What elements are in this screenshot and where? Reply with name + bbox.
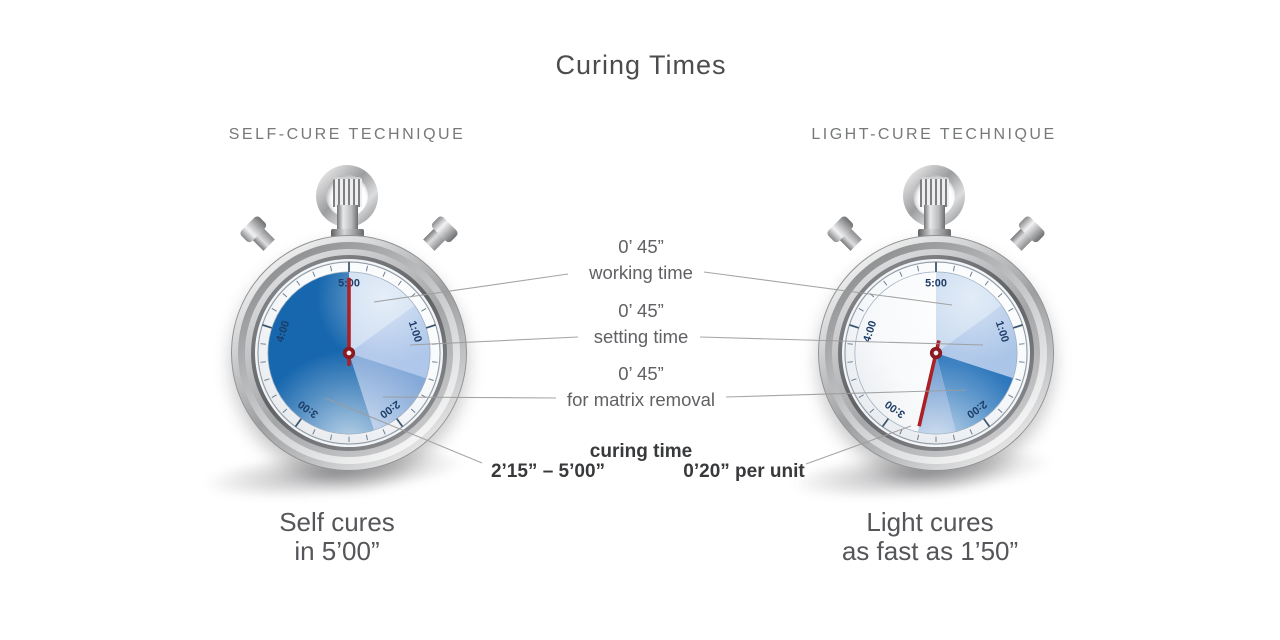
- page-title: Curing Times: [555, 50, 727, 80]
- dial-tick: [260, 361, 266, 363]
- dial-tick: [421, 308, 427, 312]
- dial-tick: [851, 378, 857, 381]
- stopwatch-right-button: [1002, 213, 1047, 258]
- caption-light-cure: Light cures as fast as 1’50”: [841, 507, 1019, 566]
- dial-light-cure: 5:001:002:003:004:00: [843, 260, 1029, 446]
- dial-tick: [881, 418, 890, 428]
- note-working-time: 0’ 45” working time: [589, 234, 693, 286]
- stopwatch-face: 5:001:002:003:004:00: [255, 259, 443, 447]
- dial-tick: [432, 361, 438, 363]
- dial-tick: [982, 418, 991, 428]
- dial-tick: [432, 343, 438, 345]
- dial-tick: [428, 378, 434, 381]
- dial-tick: [1012, 324, 1023, 329]
- dial-tick: [260, 343, 266, 345]
- note-value: 0’ 45”: [618, 236, 664, 257]
- note-label: for matrix removal: [566, 389, 716, 410]
- dial-tick: [952, 434, 955, 441]
- dial-tick: [282, 408, 288, 413]
- stopwatch-light-cure: 5:00 1:00 2:00 3:00 4:00: [782, 165, 1066, 509]
- note-label: setting time: [593, 326, 689, 347]
- dial-tick: [294, 418, 303, 428]
- dial-tick: [952, 265, 955, 272]
- stopwatch-right-button: [415, 213, 460, 258]
- stopwatch-body: 5:001:002:003:004:00: [231, 235, 467, 471]
- dial-tick: [869, 408, 875, 413]
- dial-tick: [997, 408, 1003, 413]
- stopwatch-self-cure: 5:001:002:003:004:00: [195, 165, 479, 509]
- dial-label: 5:00: [925, 278, 947, 290]
- note-label: working time: [589, 262, 693, 283]
- dial-tick: [282, 293, 288, 298]
- dial-tick: [858, 308, 864, 312]
- dial-hand: [917, 340, 943, 427]
- dial-tick: [1019, 343, 1025, 345]
- dial-tick: [984, 280, 989, 286]
- dial-tick: [997, 293, 1003, 298]
- dial-tick: [264, 378, 270, 381]
- stopwatch-stem: [924, 205, 945, 231]
- stopwatch-stem: [337, 205, 358, 231]
- dial-tick: [1008, 308, 1014, 312]
- note-value: 0’ 45”: [618, 300, 664, 321]
- note-matrix-removal: 0’ 45” for matrix removal: [567, 361, 715, 413]
- stopwatch-collar: [331, 229, 364, 237]
- dial-tick: [271, 308, 277, 312]
- stopwatch-left-button: [824, 213, 869, 258]
- stopwatch-left-button: [237, 213, 282, 258]
- note-value: 0’ 45”: [618, 363, 664, 384]
- dial-tick: [296, 280, 301, 286]
- dial-tick: [262, 324, 273, 329]
- dial-tick: [969, 429, 973, 435]
- dial-tick: [847, 361, 853, 363]
- dial-tick: [365, 265, 368, 272]
- light-cure-header: LIGHT-CURE TECHNIQUE: [811, 126, 1057, 143]
- curing-value-light: 0’20” per unit: [683, 461, 805, 482]
- curing-time-label: curing time: [589, 441, 693, 462]
- dial-self-cure: 5:001:002:003:004:00: [256, 260, 442, 446]
- dial-tick: [969, 271, 973, 277]
- dial-tick: [312, 271, 316, 277]
- stopwatch-crown: [920, 177, 949, 207]
- dial-tick: [849, 324, 860, 329]
- dial-tick: [1008, 394, 1014, 398]
- dial-tick: [917, 434, 920, 441]
- caption-self-cure: Self cures in 5’00”: [279, 507, 395, 566]
- dial-tick: [1015, 378, 1021, 381]
- dial-tick: [330, 265, 333, 272]
- dial-tick: [271, 394, 277, 398]
- curing-value-self: 2’15” – 5’00”: [490, 461, 606, 482]
- dial-tick: [1019, 361, 1025, 363]
- dial-tick: [917, 265, 920, 272]
- self-cure-header: SELF-CURE TECHNIQUE: [228, 126, 466, 143]
- dial-hand: [342, 277, 356, 366]
- dial-tick: [425, 324, 436, 329]
- stopwatch-collar: [918, 229, 951, 237]
- dial-tick: [847, 343, 853, 345]
- stopwatch-crown: [333, 177, 362, 207]
- dial-tick: [312, 429, 316, 435]
- note-setting-time: 0’ 45” setting time: [594, 298, 689, 350]
